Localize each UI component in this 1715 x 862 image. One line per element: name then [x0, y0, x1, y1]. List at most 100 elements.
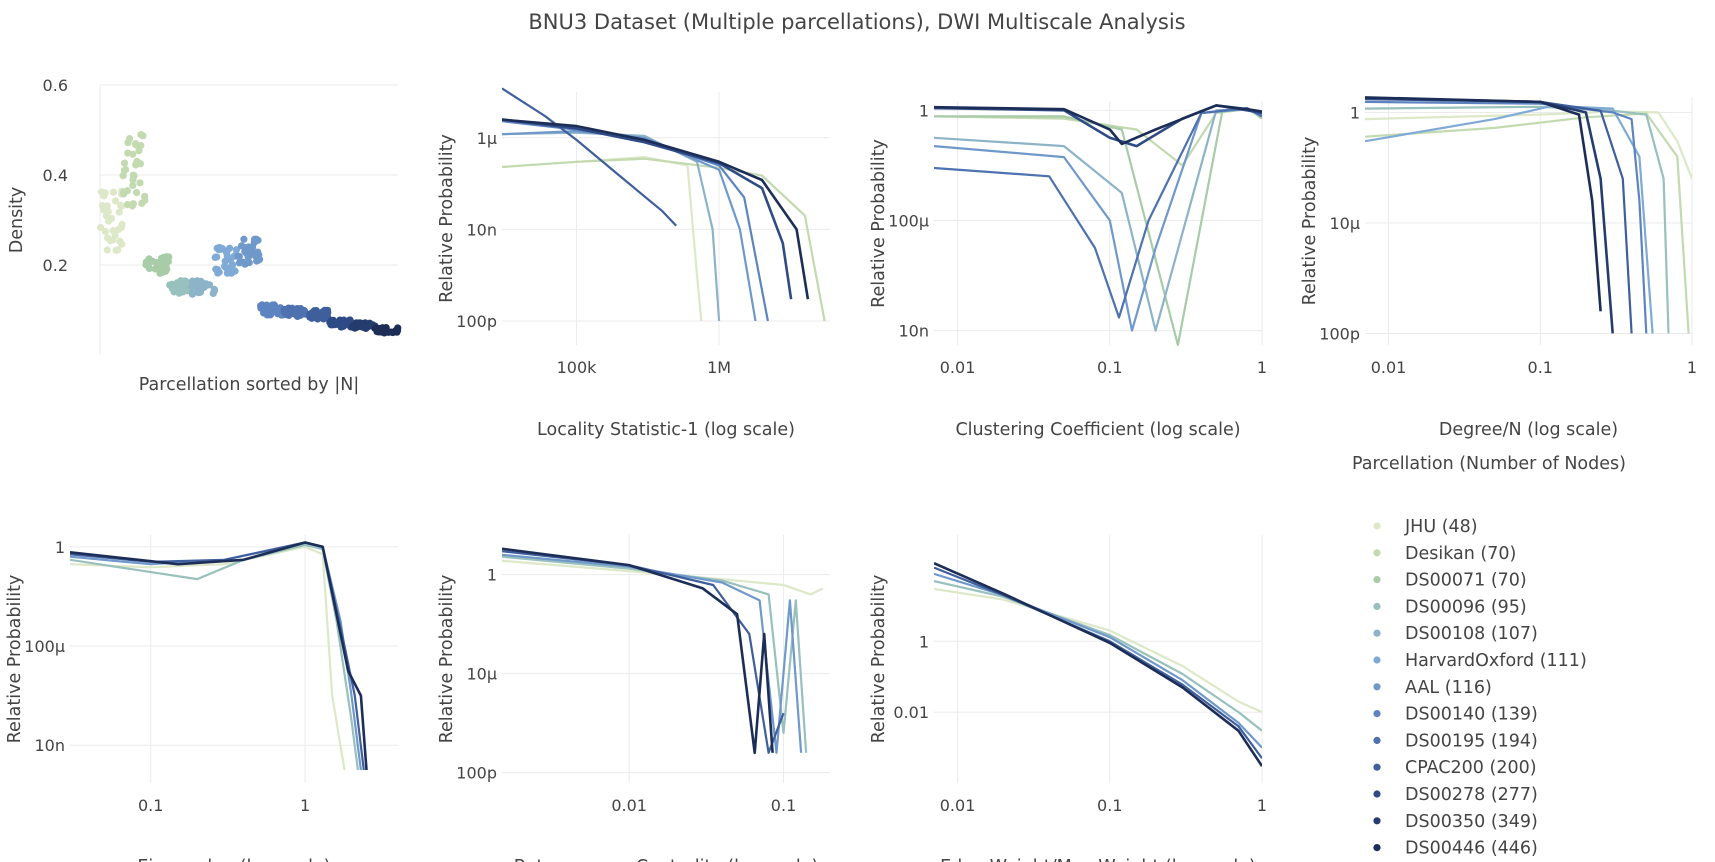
series-line [502, 559, 824, 596]
density-point [120, 159, 129, 167]
x-tick-label: 1 [1257, 796, 1267, 815]
density-point [111, 197, 120, 205]
y-tick-label: 0.01 [893, 703, 929, 722]
legend-item[interactable]: DS00446 (446) [1373, 839, 1538, 859]
legend-item[interactable]: DS00096 (95) [1373, 597, 1527, 617]
y-axis-title: Relative Probability [437, 575, 457, 744]
legend-item[interactable]: CPAC200 (200) [1373, 758, 1537, 778]
series-line [934, 580, 1262, 732]
legend-marker [1373, 844, 1381, 852]
legend-label: DS00108 (107) [1405, 624, 1538, 644]
legend-marker [1373, 763, 1381, 771]
y-tick-label: 1 [55, 538, 65, 557]
density-point [393, 326, 402, 335]
density-point [109, 227, 117, 235]
legend-label: HarvardOxford (111) [1405, 651, 1587, 671]
legend-title: Parcellation (Number of Nodes) [1352, 454, 1626, 474]
y-tick-label: 1 [1350, 103, 1360, 122]
density-point [156, 269, 164, 277]
series-line [70, 545, 346, 771]
density-point [152, 258, 161, 267]
legend-label: Desikan (70) [1405, 544, 1516, 564]
y-tick-label: 10μ [1329, 214, 1360, 233]
density-point [129, 181, 137, 190]
density-point [123, 187, 132, 195]
density-point [284, 304, 293, 312]
legend-item[interactable]: JHU (48) [1373, 517, 1478, 537]
legend-item[interactable]: DS00108 (107) [1373, 624, 1538, 644]
density-point [109, 236, 117, 244]
density-point [252, 235, 260, 243]
density-point [241, 260, 249, 268]
y-axis-title: Density [7, 187, 27, 254]
series-line [934, 107, 1262, 319]
density-point [240, 235, 248, 243]
subplot-1: 0.2 0.4 0.6 Parcellation sorted by |N| Densi… [7, 76, 402, 395]
x-axis-title: Edge Weight/Max Weight (log scale) [940, 857, 1256, 862]
density-point [306, 313, 314, 321]
density-point [120, 166, 128, 175]
x-tick-label: 0.01 [1371, 358, 1407, 377]
legend-label: CPAC200 (200) [1405, 758, 1537, 778]
y-tick-label: 100p [1319, 324, 1360, 343]
legend-item[interactable]: HarvardOxford (111) [1373, 651, 1587, 671]
density-point [321, 306, 329, 314]
x-axis-title: Degree/N (log scale) [1439, 420, 1618, 440]
density-point [114, 226, 122, 234]
x-axis-title: Clustering Coefficient (log scale) [955, 420, 1240, 440]
y-tick-label: 0.2 [43, 256, 68, 275]
series-line [502, 555, 808, 753]
legend-item[interactable]: DS00140 (139) [1373, 705, 1538, 725]
density-point [211, 253, 219, 262]
x-axis-title: Eigenvalue (log scale) [137, 857, 330, 862]
legend: Parcellation (Number of Nodes) JHU (48) D… [1352, 454, 1626, 859]
legend-item[interactable]: DS00071 (70) [1373, 571, 1527, 591]
legend-item[interactable]: DS00350 (349) [1373, 812, 1538, 832]
legend-marker [1373, 736, 1381, 745]
density-point [201, 282, 209, 290]
density-point [359, 323, 367, 331]
density-point [129, 171, 138, 179]
series-line [934, 587, 1262, 714]
y-axis-title: Relative Probability [1300, 137, 1320, 306]
y-tick-label: 100p [456, 764, 497, 783]
legend-label: DS00140 (139) [1405, 705, 1538, 725]
y-tick-label: 100μ [24, 637, 65, 656]
legend-label: DS00278 (277) [1405, 785, 1538, 805]
density-point [332, 320, 340, 329]
density-point [188, 290, 196, 298]
density-point [145, 264, 153, 273]
density-point [259, 305, 267, 313]
legend-marker [1373, 549, 1381, 557]
density-point [114, 246, 122, 254]
subplot-5: 0.1 1 10n 100μ 1 Eigenvalue (log scale) Relati… [5, 535, 398, 862]
subplot-2: 100k 1M 100p 10n 1μ Locality Statistic-1 (log… [437, 87, 830, 440]
x-tick-label: 1 [1687, 358, 1697, 377]
density-point [141, 192, 149, 200]
legend-item[interactable]: DS00278 (277) [1373, 785, 1538, 805]
y-axis-title: Relative Probability [869, 139, 889, 308]
legend-item[interactable]: AAL (116) [1373, 678, 1492, 698]
x-tick-label: 0.01 [611, 796, 647, 815]
legend-item[interactable]: Desikan (70) [1373, 544, 1516, 564]
x-tick-label: 0.01 [940, 796, 976, 815]
series-line [934, 107, 1262, 347]
x-axis-title: Parcellation sorted by |N| [139, 375, 359, 395]
density-point [182, 285, 190, 293]
subplot-3: 0.01 0.1 1 10n 100μ 1 Clustering Coefficient (… [869, 101, 1267, 440]
density-point [210, 285, 218, 293]
density-point [246, 243, 254, 251]
legend-item[interactable]: DS00195 (194) [1373, 731, 1538, 751]
legend-marker [1373, 656, 1381, 664]
density-point [378, 324, 387, 332]
density-point [254, 248, 262, 256]
subplots: 0.2 0.4 0.6 Parcellation sorted by |N| Densi… [5, 76, 1697, 862]
y-tick-label: 10μ [466, 665, 497, 684]
y-tick-label: 0.4 [43, 166, 68, 185]
density-point [126, 134, 134, 143]
series-line [1365, 100, 1648, 334]
subplot-4: 0.01 0.1 1 100p 10μ 1 Degree/N (log scale) Rela… [1300, 96, 1697, 440]
legend-marker [1373, 629, 1381, 637]
y-tick-label: 100μ [888, 211, 929, 230]
